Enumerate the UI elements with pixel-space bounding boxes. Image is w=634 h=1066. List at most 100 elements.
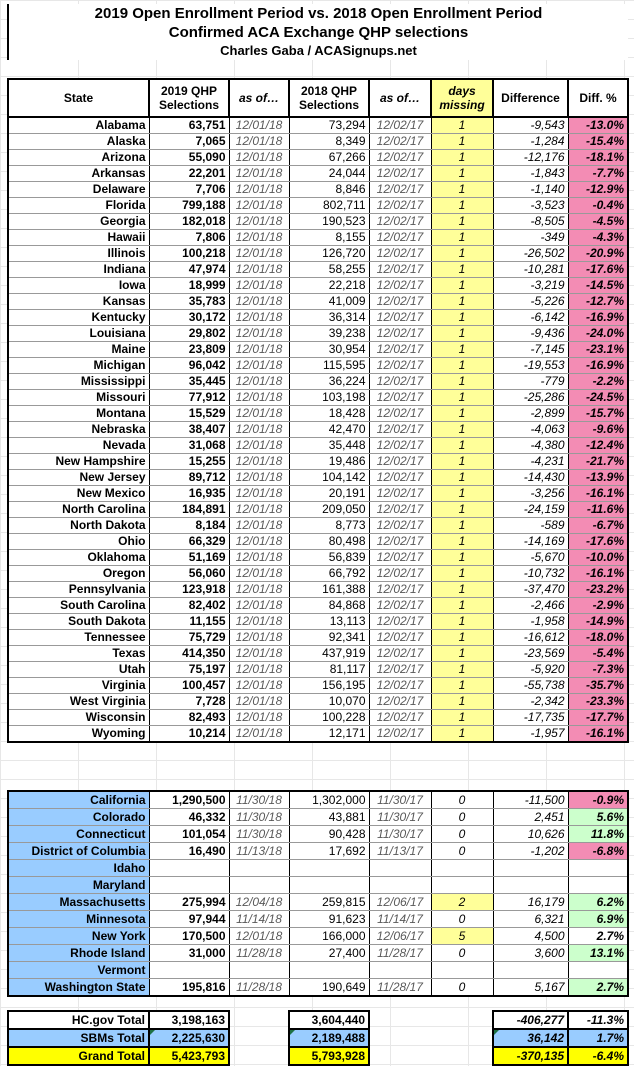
days-missing-cell[interactable]: 1 bbox=[430, 565, 494, 582]
asof-2019-cell[interactable]: 12/01/18 bbox=[228, 485, 290, 502]
diff-percent-cell[interactable]: -16.1% bbox=[567, 485, 629, 502]
asof-2019-cell[interactable]: 12/01/18 bbox=[228, 645, 290, 662]
qhp-2018-cell[interactable]: 43,881 bbox=[288, 808, 370, 826]
asof-2019-cell[interactable]: 12/01/18 bbox=[228, 133, 290, 150]
qhp-2019-cell[interactable]: 97,944 bbox=[148, 910, 230, 928]
asof-2019-cell[interactable]: 12/01/18 bbox=[228, 517, 290, 534]
total-difference-cell[interactable]: -370,135 bbox=[492, 1046, 569, 1066]
qhp-2018-cell[interactable]: 92,341 bbox=[288, 629, 370, 646]
asof-2019-cell[interactable]: 12/01/18 bbox=[228, 165, 290, 182]
days-missing-cell[interactable]: 1 bbox=[430, 629, 494, 646]
state-cell[interactable]: New Jersey bbox=[7, 469, 150, 486]
qhp-2018-cell[interactable]: 42,470 bbox=[288, 421, 370, 438]
asof-2019-cell[interactable]: 12/01/18 bbox=[228, 293, 290, 310]
days-missing-cell[interactable]: 1 bbox=[430, 709, 494, 726]
difference-cell[interactable]: -23,569 bbox=[492, 645, 569, 662]
asof-2019-cell[interactable]: 12/01/18 bbox=[228, 197, 290, 214]
asof-2019-cell[interactable]: 12/01/18 bbox=[228, 341, 290, 358]
state-cell[interactable]: Connecticut bbox=[7, 825, 150, 843]
qhp-2019-cell[interactable]: 8,184 bbox=[148, 517, 230, 534]
qhp-2019-cell[interactable]: 100,218 bbox=[148, 245, 230, 262]
asof-2018-cell[interactable]: 12/02/17 bbox=[368, 181, 432, 198]
difference-cell[interactable]: -55,738 bbox=[492, 677, 569, 694]
asof-2019-cell[interactable]: 11/14/18 bbox=[228, 910, 290, 928]
diff-percent-cell[interactable]: 13.1% bbox=[567, 944, 629, 962]
total-difference-cell[interactable]: -406,277 bbox=[492, 1010, 569, 1030]
diff-percent-cell[interactable]: -4.3% bbox=[567, 229, 629, 246]
qhp-2019-cell[interactable]: 123,918 bbox=[148, 581, 230, 598]
state-cell[interactable]: Virginia bbox=[7, 677, 150, 694]
asof-2018-cell[interactable]: 12/02/17 bbox=[368, 116, 432, 134]
diff-percent-cell[interactable]: -6.8% bbox=[567, 842, 629, 860]
days-missing-cell[interactable]: 1 bbox=[430, 549, 494, 566]
days-missing-cell[interactable]: 5 bbox=[430, 927, 494, 945]
days-missing-cell[interactable]: 1 bbox=[430, 437, 494, 454]
state-cell[interactable]: North Dakota bbox=[7, 517, 150, 534]
qhp-2019-cell[interactable]: 23,809 bbox=[148, 341, 230, 358]
qhp-2019-cell[interactable]: 82,493 bbox=[148, 709, 230, 726]
days-missing-cell[interactable]: 1 bbox=[430, 293, 494, 310]
qhp-2018-cell[interactable]: 209,050 bbox=[288, 501, 370, 518]
asof-2019-cell[interactable]: 12/01/18 bbox=[228, 661, 290, 678]
total-diff-percent-cell[interactable]: -6.4% bbox=[567, 1046, 629, 1066]
difference-cell[interactable]: -10,732 bbox=[492, 565, 569, 582]
asof-2018-cell[interactable]: 11/28/17 bbox=[368, 978, 432, 997]
days-missing-cell[interactable]: 1 bbox=[430, 693, 494, 710]
column-header-state[interactable]: State bbox=[7, 78, 150, 118]
days-missing-cell[interactable]: 1 bbox=[430, 485, 494, 502]
state-cell[interactable]: Nebraska bbox=[7, 421, 150, 438]
difference-cell[interactable]: -1,140 bbox=[492, 181, 569, 198]
asof-2018-cell[interactable]: 11/30/17 bbox=[368, 808, 432, 826]
difference-cell[interactable]: -5,226 bbox=[492, 293, 569, 310]
state-cell[interactable]: Louisiana bbox=[7, 325, 150, 342]
qhp-2019-cell[interactable]: 16,935 bbox=[148, 485, 230, 502]
asof-2018-cell[interactable]: 12/02/17 bbox=[368, 469, 432, 486]
qhp-2019-cell[interactable]: 184,891 bbox=[148, 501, 230, 518]
diff-percent-cell[interactable]: -2.9% bbox=[567, 597, 629, 614]
total-label-cell[interactable]: HC.gov Total bbox=[7, 1010, 150, 1030]
asof-2018-cell[interactable]: 12/06/17 bbox=[368, 893, 432, 911]
qhp-2018-cell[interactable]: 20,191 bbox=[288, 485, 370, 502]
asof-2018-cell[interactable]: 12/02/17 bbox=[368, 581, 432, 598]
diff-percent-cell[interactable]: -35.7% bbox=[567, 677, 629, 694]
diff-percent-cell[interactable]: -11.6% bbox=[567, 501, 629, 518]
diff-percent-cell[interactable]: -14.9% bbox=[567, 613, 629, 630]
asof-2019-cell[interactable]: 12/01/18 bbox=[228, 565, 290, 582]
difference-cell[interactable]: -25,286 bbox=[492, 389, 569, 406]
asof-2018-cell[interactable]: 12/02/17 bbox=[368, 261, 432, 278]
qhp-2019-cell[interactable]: 55,090 bbox=[148, 149, 230, 166]
difference-cell[interactable]: -14,430 bbox=[492, 469, 569, 486]
asof-2018-cell[interactable]: 12/02/17 bbox=[368, 437, 432, 454]
days-missing-cell[interactable]: 1 bbox=[430, 309, 494, 326]
difference-cell[interactable]: 2,451 bbox=[492, 808, 569, 826]
days-missing-cell[interactable]: 1 bbox=[430, 661, 494, 678]
diff-percent-cell[interactable]: -9.6% bbox=[567, 421, 629, 438]
difference-cell[interactable]: -14,169 bbox=[492, 533, 569, 550]
difference-cell[interactable]: -16,612 bbox=[492, 629, 569, 646]
state-cell[interactable]: Vermont bbox=[7, 961, 150, 979]
asof-2018-cell[interactable]: 12/02/17 bbox=[368, 213, 432, 230]
qhp-2019-cell[interactable]: 101,054 bbox=[148, 825, 230, 843]
days-missing-cell[interactable]: 1 bbox=[430, 453, 494, 470]
diff-percent-cell[interactable]: -18.0% bbox=[567, 629, 629, 646]
diff-percent-cell[interactable]: -15.4% bbox=[567, 133, 629, 150]
qhp-2019-cell[interactable]: 31,068 bbox=[148, 437, 230, 454]
difference-cell[interactable]: -6,142 bbox=[492, 309, 569, 326]
diff-percent-cell[interactable]: -7.7% bbox=[567, 165, 629, 182]
state-cell[interactable]: Arkansas bbox=[7, 165, 150, 182]
diff-percent-cell[interactable]: -16.1% bbox=[567, 725, 629, 743]
state-cell[interactable]: Montana bbox=[7, 405, 150, 422]
diff-percent-cell[interactable]: -17.6% bbox=[567, 533, 629, 550]
diff-percent-cell[interactable]: -10.0% bbox=[567, 549, 629, 566]
qhp-2018-cell[interactable]: 190,649 bbox=[288, 978, 370, 997]
qhp-2019-cell[interactable]: 16,490 bbox=[148, 842, 230, 860]
state-cell[interactable]: Maine bbox=[7, 341, 150, 358]
qhp-2019-cell[interactable]: 29,802 bbox=[148, 325, 230, 342]
days-missing-cell[interactable]: 1 bbox=[430, 116, 494, 134]
qhp-2018-cell[interactable]: 161,388 bbox=[288, 581, 370, 598]
difference-cell[interactable]: -17,735 bbox=[492, 709, 569, 726]
days-missing-cell[interactable]: 0 bbox=[430, 978, 494, 997]
qhp-2018-cell[interactable]: 91,623 bbox=[288, 910, 370, 928]
difference-cell[interactable]: -1,202 bbox=[492, 842, 569, 860]
diff-percent-cell[interactable]: 6.9% bbox=[567, 910, 629, 928]
